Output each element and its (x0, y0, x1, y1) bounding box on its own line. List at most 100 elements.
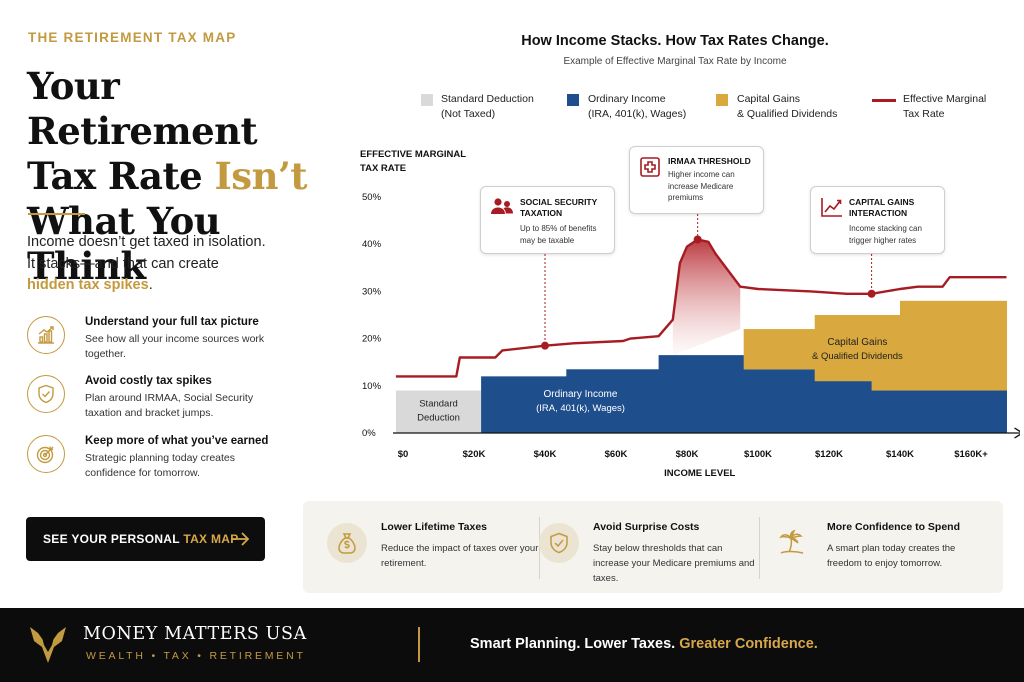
gold-divider (28, 213, 85, 215)
headline-accent: Isn’t (214, 154, 308, 198)
footer: MONEY MATTERS USA WEALTH • TAX • RETIREM… (0, 608, 1024, 682)
x-tick-label: $0 (398, 449, 409, 460)
stack-label: Standard (419, 398, 458, 409)
x-tick-label: $120K (815, 449, 843, 460)
callout-title-l1: SOCIAL SECURITY (520, 197, 598, 207)
callout-desc-l2: trigger higher rates (849, 235, 917, 245)
callout-desc: Higher income can increase Medicare premiu… (668, 169, 735, 204)
benefit-item: Understand your full tax picture See how… (27, 316, 297, 376)
benefit-desc: See how all your income sources work tog… (85, 333, 265, 360)
capital-gains-bar (871, 315, 901, 391)
trend-line-icon (821, 198, 842, 217)
legend-label-l2: Tax Rate (903, 108, 945, 120)
stack-label: Capital Gains (827, 337, 887, 348)
capital-gains-bar (814, 315, 873, 382)
cta-label-text: SEE YOUR PERSONAL (43, 532, 184, 546)
intro-highlight: hidden tax spikes. (27, 275, 327, 297)
ordinary-income-bar (658, 355, 745, 433)
benefit-title: Avoid costly tax spikes (85, 375, 212, 387)
callout-desc-l1: Higher income can (668, 170, 735, 179)
x-tick-label: $100K (744, 449, 772, 460)
intro-line-2: It stacks—and that can create (27, 255, 219, 272)
standard-deduction-bar (395, 390, 482, 433)
y-axis-title-l1: EFFECTIVE MARGINAL (360, 149, 467, 160)
benefit-desc: Plan around IRMAA, Social Security taxat… (85, 392, 254, 419)
chart-title: How Income Stacks. How Tax Rates Change. (521, 33, 829, 49)
benefit-title: Keep more of what you’ve earned (85, 435, 269, 447)
legend-label-l2: & Qualified Dividends (737, 108, 838, 120)
medical-cross-icon (640, 157, 660, 177)
x-axis-label: INCOME LEVEL (664, 468, 735, 479)
legend-swatch-gray (421, 94, 433, 106)
callout-title-l2: INTERACTION (849, 208, 908, 218)
target-icon (27, 435, 65, 473)
brand-tagline: WEALTH • TAX • RETIREMENT (86, 650, 306, 662)
panel-desc: Stay below thresholds that can increase … (593, 543, 755, 584)
slogan-accent: Greater Confidence. (679, 636, 818, 652)
see-tax-map-button[interactable]: SEE YOUR PERSONAL TAX MAP (26, 517, 265, 561)
x-axis-arrow (1014, 427, 1020, 439)
legend-label-l2: (IRA, 401(k), Wages) (588, 108, 687, 120)
benefits-panel: Lower Lifetime Taxes Reduce the impact o… (303, 501, 1003, 593)
headline-line-1: Your Retirement (27, 64, 258, 153)
money-bag-icon (327, 523, 367, 563)
panel-title: More Confidence to Spend (827, 521, 961, 533)
benefit-item: Keep more of what you’ve earned Strategi… (27, 435, 297, 495)
footer-divider (418, 627, 420, 662)
legend-label-l1: Standard Deduction (441, 93, 534, 105)
slogan-text: Smart Planning. Lower Taxes. (470, 636, 680, 652)
y-tick-label: 40% (362, 239, 382, 250)
brand-name: MONEY MATTERS USA (83, 624, 307, 644)
marker-dot (693, 235, 702, 244)
benefit-item: Avoid costly tax spikes Plan around IRMA… (27, 375, 297, 435)
headline-line-2: Tax Rate (27, 154, 215, 198)
legend-label-l1: Capital Gains (737, 93, 801, 105)
legend-line-red (872, 99, 896, 102)
stack-label: Deduction (417, 412, 460, 423)
cta-label: SEE YOUR PERSONAL TAX MAP (43, 532, 239, 546)
panel-divider (759, 517, 760, 579)
x-tick-label: $60K (605, 449, 628, 460)
arrow-right-icon (231, 532, 250, 546)
y-tick-label: 20% (362, 334, 382, 345)
ordinary-income-bar (566, 369, 660, 433)
panel-title: Lower Lifetime Taxes (381, 521, 488, 533)
stack-label: Ordinary Income (544, 389, 618, 400)
intro-text: Income doesn’t get taxed in isolation. I… (27, 232, 327, 297)
callout-title-l1: CAPITAL GAINS (849, 197, 915, 207)
benefit-title: Understand your full tax picture (85, 316, 259, 328)
marker-dot (541, 341, 549, 350)
stack-label: & Qualified Dividends (812, 351, 903, 362)
callout-desc-l1: Income stacking can (849, 224, 922, 233)
chart-growth-icon (27, 316, 65, 354)
y-tick-label: 10% (362, 381, 382, 392)
shield-check-icon (539, 523, 579, 563)
marker-dot (867, 289, 876, 298)
legend-label: Ordinary Income (IRA, 401(k), Wages) (588, 92, 686, 122)
palm-tree-icon (773, 523, 813, 563)
y-axis-title: EFFECTIVE MARGINAL TAX RATE (360, 148, 466, 176)
callout-desc-l3: premiums (668, 193, 704, 202)
y-tick-label: 50% (362, 192, 382, 203)
legend-label: Capital Gains & Qualified Dividends (737, 92, 837, 122)
ordinary-income-bar (814, 381, 873, 433)
footer-slogan: Smart Planning. Lower Taxes. Greater Con… (470, 636, 818, 652)
intro-period: . (148, 277, 153, 293)
capital-gains-bar (900, 300, 1007, 391)
irmaa-spike-area (672, 239, 741, 356)
legend-swatch-gold (716, 94, 728, 106)
callout-desc-l2: increase Medicare (668, 181, 734, 191)
y-tick-label: 0% (362, 428, 376, 439)
x-tick-label: $20K (463, 449, 486, 460)
callout-title: IRMAA THRESHOLD (668, 156, 751, 167)
headline-line-3: What You Think (27, 199, 221, 288)
ordinary-income-bar (871, 390, 1007, 433)
x-tick-label: $40K (534, 449, 557, 460)
shield-check-icon (27, 375, 65, 413)
legend-label-l1: Ordinary Income (588, 93, 666, 105)
ordinary-income-bar (743, 369, 816, 433)
callout-title-l1: IRMAA THRESHOLD (668, 156, 751, 166)
chart-subtitle: Example of Effective Marginal Tax Rate b… (563, 56, 787, 67)
intro-line-1: Income doesn’t get taxed in isolation. (27, 234, 266, 250)
legend-swatch-navy (567, 94, 579, 106)
